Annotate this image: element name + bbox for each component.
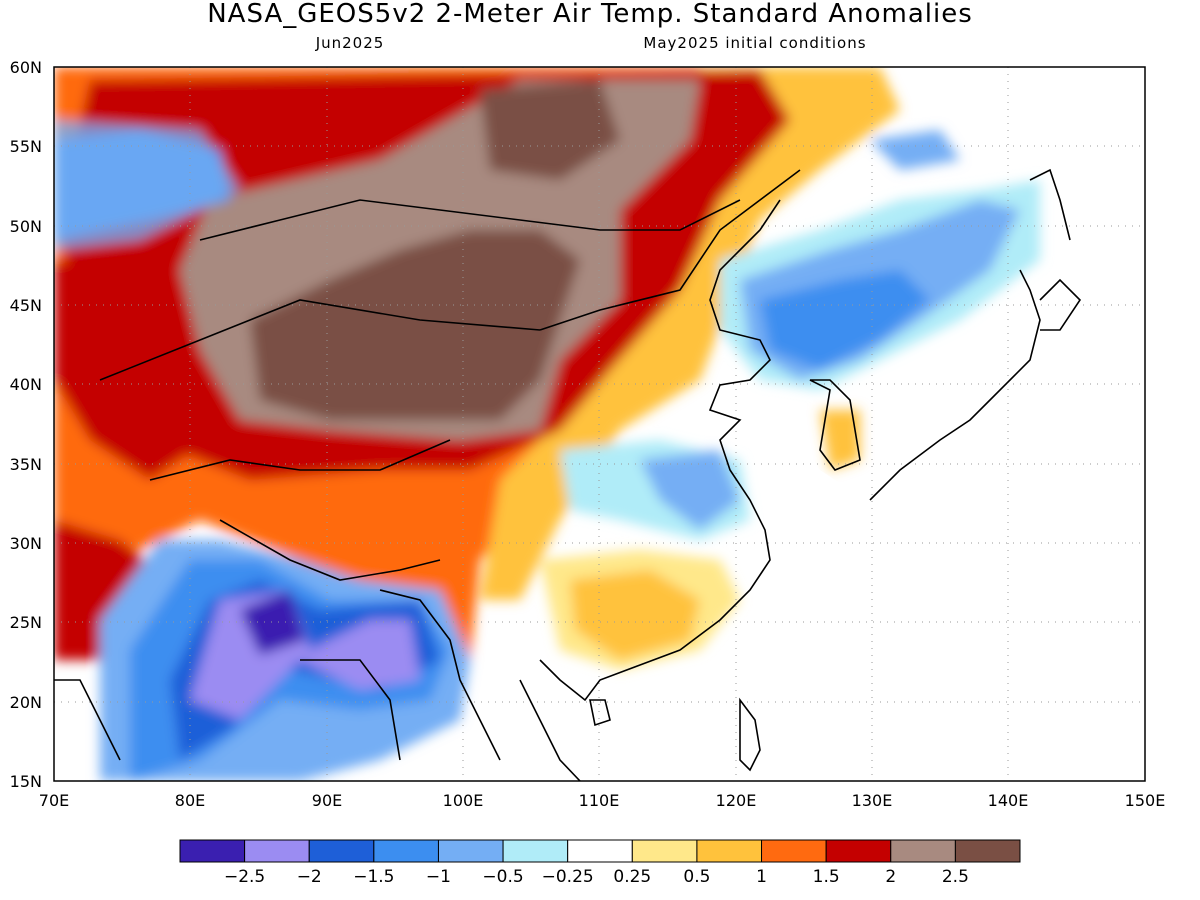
colorbar-swatch [437,839,504,863]
lon-tick: 130E [852,791,893,810]
colorbar-swatch [631,839,698,863]
region-blue-ne [760,270,930,370]
lon-tick: 150E [1125,791,1166,810]
lat-tick: 40N [10,375,42,394]
region-brown-mongolia [250,230,580,420]
lat-tick: 25N [10,613,42,632]
lon-tick: 140E [988,791,1029,810]
colorbar-labels: −2.5 −2 −1.5 −1 −0.5 −0.25 0.25 0.5 1 1.5 2 2.5 [224,867,969,887]
valid-month: Jun2025 [315,34,385,52]
colorbar-swatch [825,839,892,863]
map-title: NASA_GEOS5v2 2-Meter Air Temp. Standard … [207,0,973,29]
colorbar-label: −2 [297,867,322,887]
colorbar-swatch [244,839,310,863]
colorbar-label: 1 [756,867,767,887]
colorbar-swatch [308,839,375,863]
lon-tick: 70E [39,791,69,810]
ocean-mask [580,300,1145,781]
colorbar-label: −1 [426,867,451,887]
lon-ticks: 70E 80E 90E 100E 110E 120E 130E 140E 150… [39,791,1166,810]
colorbar [179,839,1021,863]
region-blue-east-china [640,450,740,530]
lat-ticks: 60N 55N 50N 45N 40N 35N 30N 25N 20N 15N [10,58,42,791]
colorbar-label: −0.5 [482,867,523,887]
colorbar-swatch [954,839,1021,863]
lat-tick: 45N [10,296,42,315]
lon-tick: 90E [312,791,342,810]
colorbar-label: 1.5 [813,867,840,887]
colorbar-swatch [696,839,763,863]
colorbar-label: 0.5 [683,867,710,887]
lat-tick: 50N [10,217,42,236]
lat-tick: 30N [10,534,42,553]
coastlines [54,168,1082,781]
region-brown-north [480,80,620,180]
lon-tick: 110E [579,791,620,810]
gridlines [54,67,1145,781]
colorbar-label: −0.25 [542,867,594,887]
anomaly-field [54,67,1145,781]
region-orange-south-china [570,570,700,660]
colorbar-label: −1.5 [353,867,394,887]
region-purple-south [240,590,305,655]
colorbar-swatch [502,839,569,863]
region-red-west [54,260,210,480]
lat-tick: 55N [10,137,42,156]
lon-tick: 100E [443,791,484,810]
map-frame [53,66,1146,782]
colorbar-swatch [761,839,827,863]
colorbar-swatch [890,839,956,863]
colorbar-label: 2 [885,867,896,887]
colorbar-label: −2.5 [224,867,265,887]
region-lightblue-west-top [54,120,240,250]
colorbar-swatch [567,839,633,863]
lon-tick: 120E [716,791,757,810]
colorbar-swatch [373,839,439,863]
lat-tick: 20N [10,693,42,712]
lon-tick: 80E [175,791,205,810]
init-conditions: May2025 initial conditions [643,34,866,52]
colorbar-label: 0.25 [613,867,651,887]
lat-tick: 15N [10,772,42,791]
lat-tick: 35N [10,455,42,474]
colorbar-swatch [179,839,246,863]
region-orange-korea [820,410,860,470]
colorbar-label: 2.5 [942,867,969,887]
lat-tick: 60N [10,58,42,77]
region-blue-ne-top [870,130,960,170]
